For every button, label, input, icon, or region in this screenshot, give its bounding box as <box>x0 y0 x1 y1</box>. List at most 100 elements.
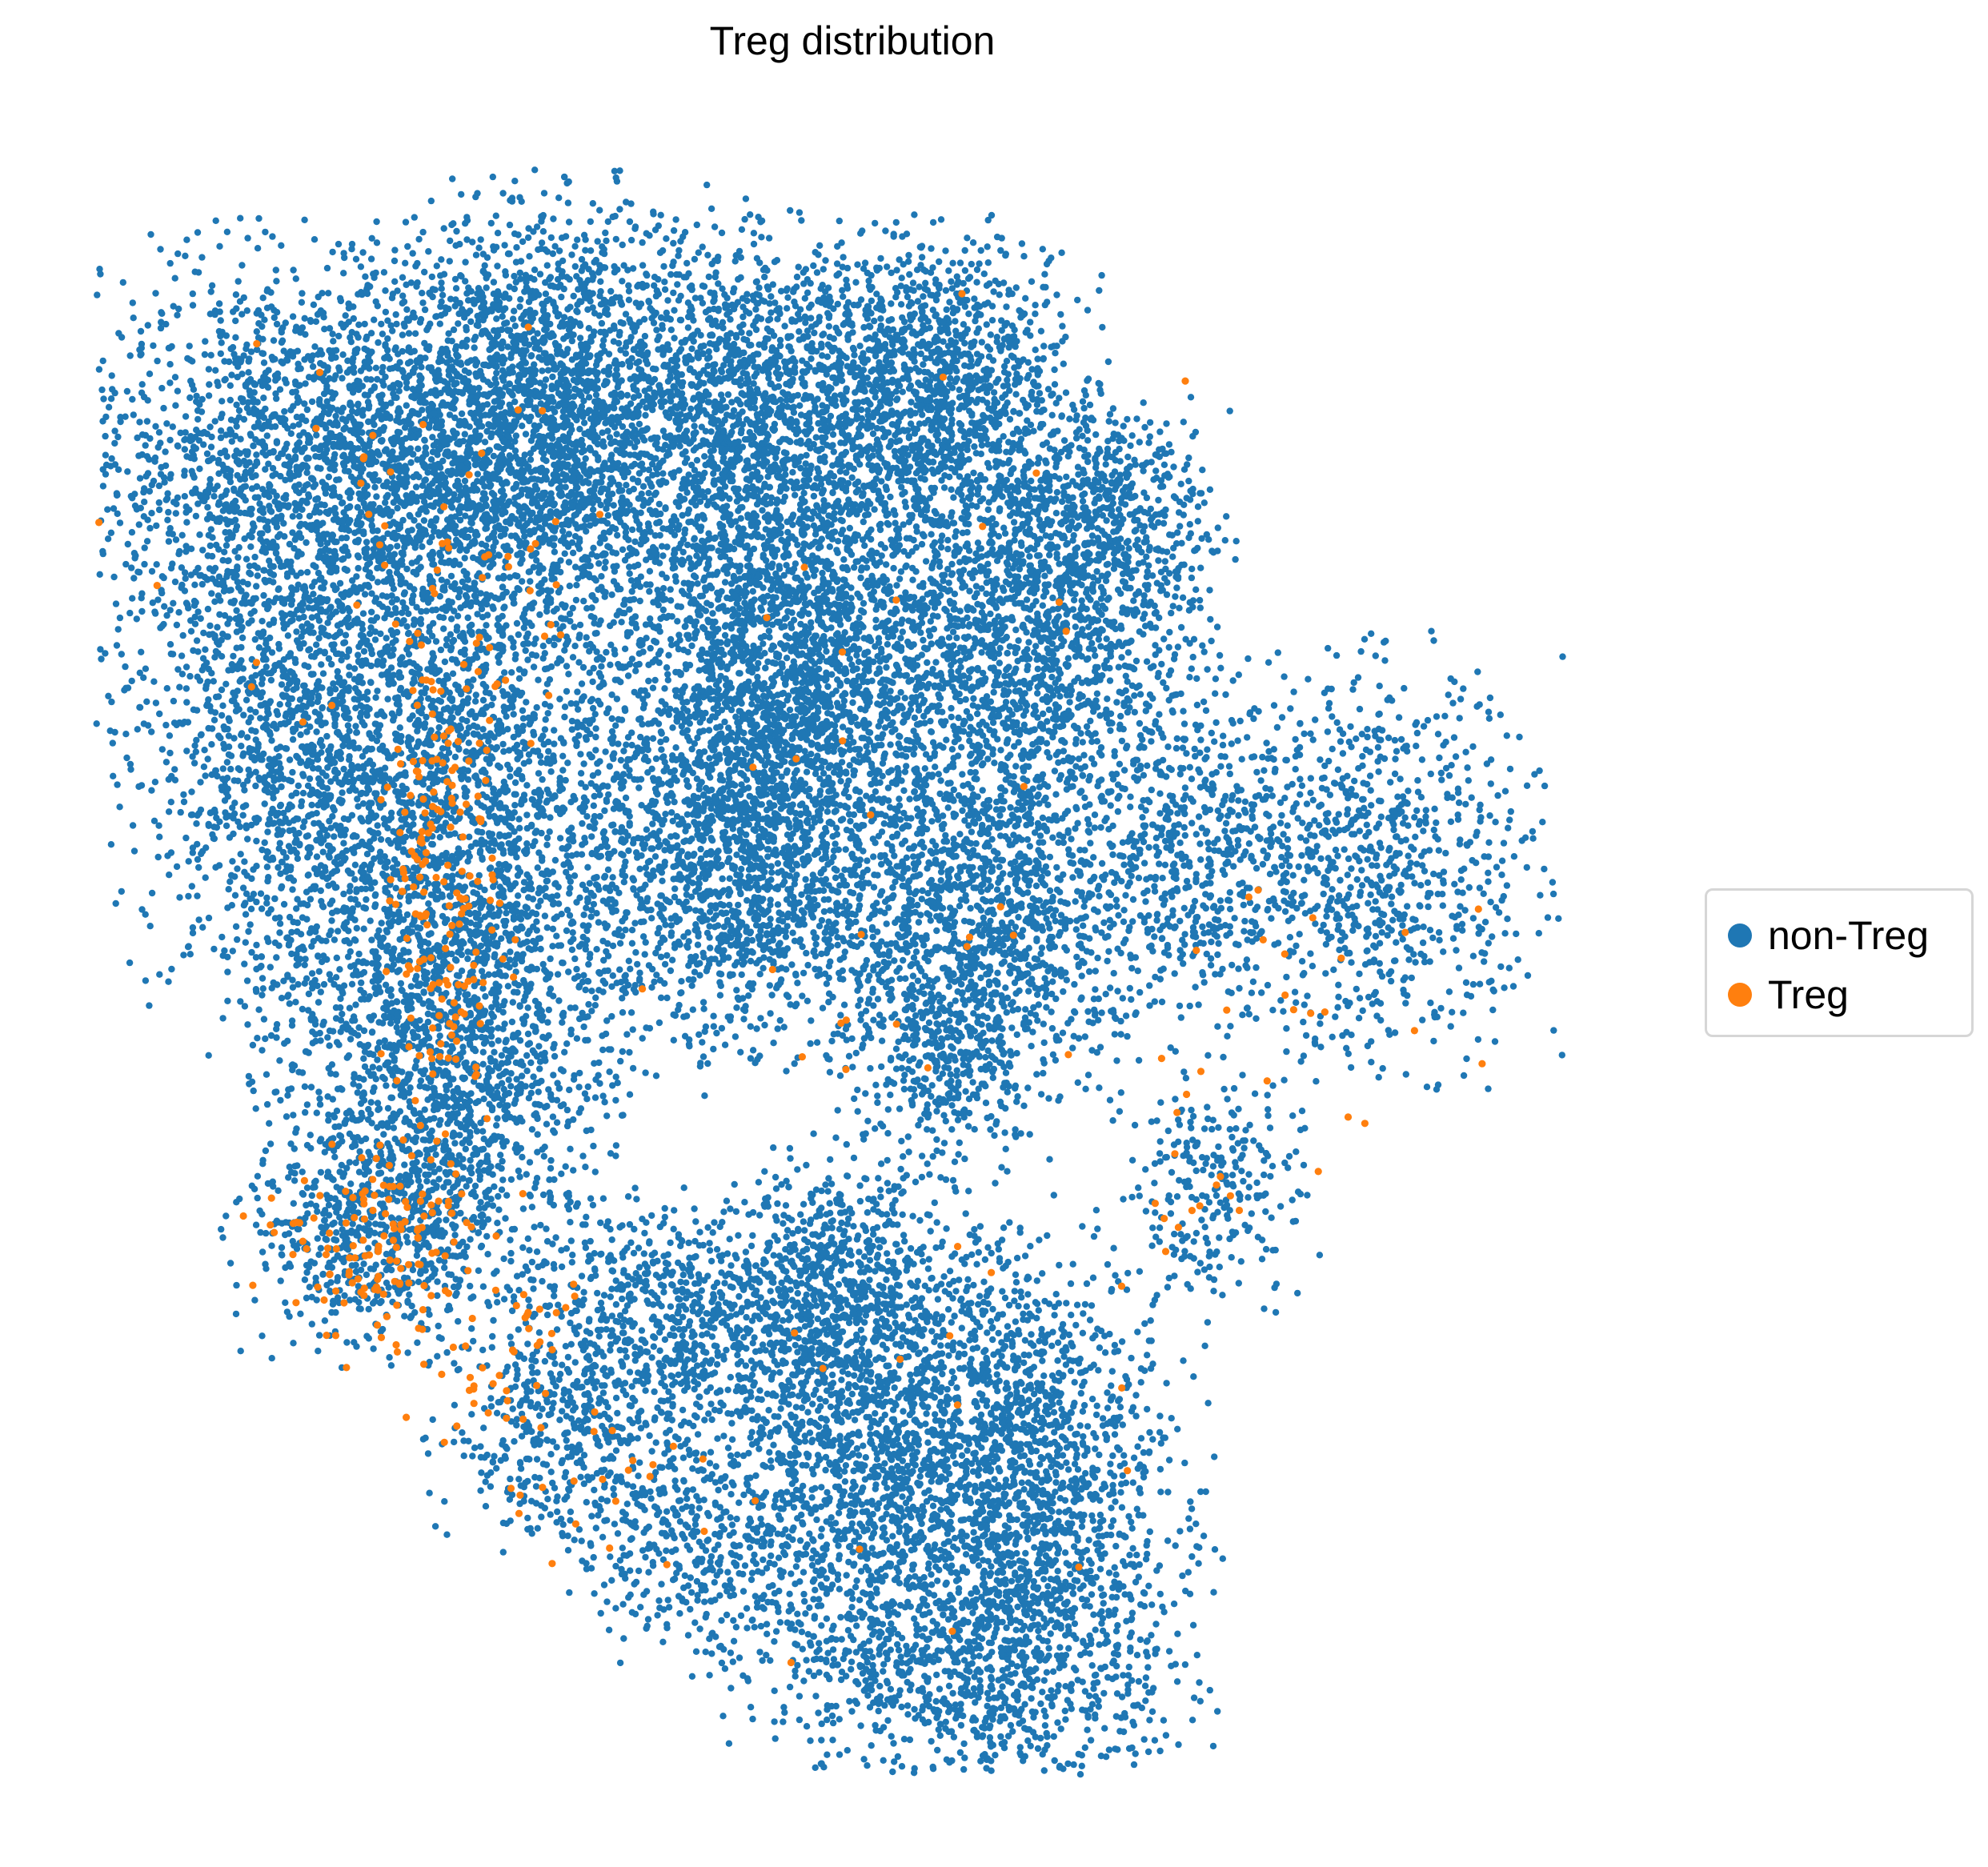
non-treg-point <box>194 500 201 507</box>
non-treg-point <box>138 328 144 335</box>
non-treg-point <box>675 297 682 303</box>
non-treg-point <box>515 519 522 526</box>
non-treg-point <box>373 365 379 371</box>
non-treg-point <box>567 304 573 310</box>
non-treg-point <box>114 434 121 440</box>
non-treg-point <box>210 946 217 952</box>
non-treg-point <box>544 262 551 269</box>
non-treg-point <box>443 346 449 352</box>
non-treg-point <box>597 278 603 285</box>
non-treg-point <box>413 392 419 399</box>
non-treg-point <box>549 386 555 392</box>
non-treg-point <box>107 463 114 469</box>
non-treg-point <box>364 290 371 297</box>
non-treg-point <box>431 411 438 417</box>
non-treg-point <box>290 266 296 273</box>
non-treg-point <box>517 270 523 276</box>
non-treg-point <box>658 212 664 218</box>
non-treg-point <box>333 565 339 571</box>
non-treg-point <box>479 614 486 620</box>
non-treg-point <box>251 411 258 417</box>
non-treg-point <box>419 290 425 296</box>
non-treg-point <box>419 299 426 306</box>
non-treg-point <box>629 527 635 533</box>
non-treg-point <box>457 300 463 306</box>
non-treg-point <box>457 359 463 366</box>
non-treg-point <box>285 504 291 511</box>
non-treg-point <box>108 395 114 402</box>
non-treg-point <box>139 381 146 387</box>
non-treg-point <box>405 528 411 535</box>
non-treg-point <box>478 506 484 512</box>
non-treg-point <box>394 505 400 511</box>
non-treg-point <box>561 647 567 654</box>
non-treg-point <box>396 381 403 387</box>
non-treg-point <box>540 228 547 234</box>
non-treg-point <box>507 452 513 459</box>
non-treg-point <box>414 279 420 286</box>
non-treg-point <box>543 376 549 383</box>
non-treg-point <box>507 381 513 387</box>
non-treg-point <box>563 333 570 339</box>
non-treg-point <box>499 591 506 598</box>
non-treg-point <box>269 233 275 239</box>
non-treg-point <box>624 266 631 273</box>
non-treg-point <box>202 772 208 779</box>
non-treg-point <box>438 312 444 319</box>
non-treg-point <box>482 270 488 277</box>
non-treg-point <box>344 358 351 364</box>
non-treg-point <box>435 445 442 451</box>
non-treg-point <box>547 321 553 327</box>
non-treg-point <box>443 449 450 455</box>
non-treg-point <box>539 239 545 246</box>
non-treg-point <box>470 387 476 394</box>
non-treg-point <box>507 470 514 476</box>
non-treg-point <box>473 252 479 258</box>
non-treg-point <box>511 308 517 315</box>
non-treg-point <box>260 510 267 516</box>
non-treg-point <box>351 418 357 424</box>
non-treg-point <box>347 517 353 523</box>
non-treg-point <box>596 207 603 214</box>
non-treg-point <box>487 422 493 428</box>
non-treg-point <box>142 544 148 551</box>
non-treg-point <box>289 769 295 775</box>
non-treg-point <box>178 584 185 591</box>
non-treg-point <box>471 456 477 463</box>
non-treg-point <box>327 465 333 471</box>
non-treg-point <box>677 238 683 244</box>
non-treg-point <box>500 378 507 384</box>
non-treg-point <box>127 352 134 359</box>
non-treg-point <box>621 474 627 480</box>
non-treg-point <box>182 493 188 499</box>
non-treg-point <box>271 411 278 418</box>
non-treg-point <box>139 431 146 438</box>
non-treg-point <box>411 314 418 320</box>
non-treg-point <box>564 436 571 443</box>
non-treg-point <box>651 312 657 319</box>
non-treg-point <box>604 543 611 550</box>
non-treg-point <box>570 451 576 457</box>
non-treg-point <box>302 962 308 968</box>
non-treg-point <box>627 200 634 206</box>
non-treg-point <box>540 455 547 462</box>
non-treg-point <box>539 367 545 374</box>
non-treg-point <box>519 366 525 372</box>
non-treg-point <box>442 484 448 491</box>
non-treg-point <box>207 310 214 317</box>
non-treg-point <box>481 305 487 311</box>
non-treg-point <box>527 450 534 456</box>
non-treg-point <box>326 347 332 354</box>
non-treg-point <box>540 212 547 218</box>
non-treg-point <box>607 456 614 463</box>
non-treg-point <box>543 298 550 304</box>
non-treg-point <box>330 532 336 539</box>
non-treg-point <box>228 371 234 378</box>
non-treg-point <box>619 547 626 553</box>
non-treg-point <box>320 671 327 677</box>
non-treg-point <box>511 438 518 444</box>
non-treg-point <box>483 284 490 290</box>
non-treg-point <box>627 361 633 367</box>
non-treg-point <box>573 469 579 475</box>
non-treg-point <box>493 370 499 376</box>
